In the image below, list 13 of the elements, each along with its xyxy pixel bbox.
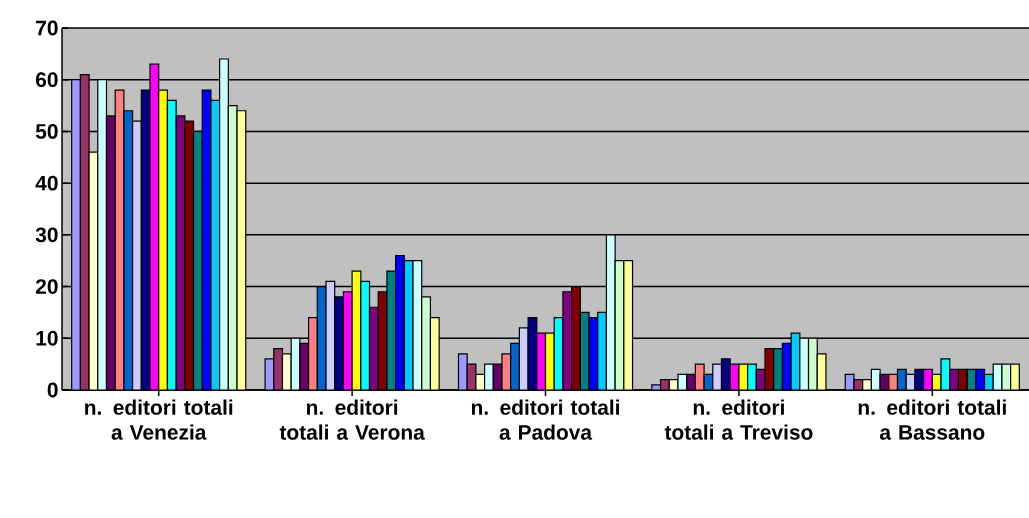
x-tick-label: n. editori totali a Padova <box>471 399 619 440</box>
x-tick-label: n. editori totali a Treviso <box>664 399 813 440</box>
y-tick-label: 10 <box>36 330 58 346</box>
x-tick-label: n. editori totali a Bassano <box>858 399 1006 440</box>
y-tick-label: 70 <box>36 20 58 36</box>
y-tick-label: 20 <box>35 279 58 294</box>
y-tick-label: 60 <box>35 72 58 88</box>
x-tick-label: n. editori totali a Verona <box>279 399 425 440</box>
y-tick-label: 50 <box>35 124 58 139</box>
y-tick-label: 30 <box>35 227 58 243</box>
y-tick-label: 0 <box>47 382 58 398</box>
y-tick-label: 40 <box>35 175 58 191</box>
x-tick-label: n. editori totali a Venezia <box>85 399 233 440</box>
